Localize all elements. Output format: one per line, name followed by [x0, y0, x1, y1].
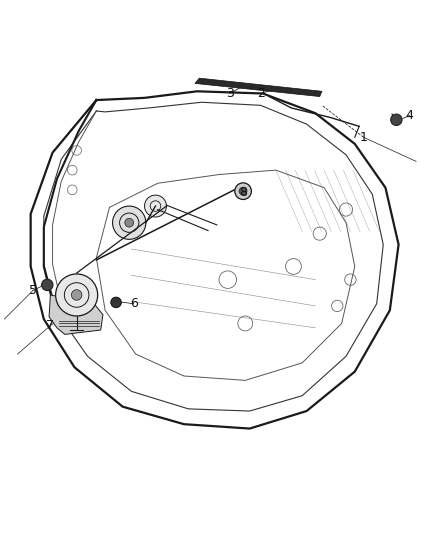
- Circle shape: [113, 206, 146, 239]
- Circle shape: [42, 279, 53, 290]
- Text: 2: 2: [257, 87, 265, 100]
- Circle shape: [125, 219, 134, 227]
- Circle shape: [145, 195, 166, 217]
- Text: 3: 3: [226, 87, 234, 100]
- Circle shape: [71, 290, 82, 300]
- Text: 1: 1: [360, 131, 367, 144]
- Circle shape: [391, 114, 402, 125]
- Text: 5: 5: [29, 284, 37, 297]
- Circle shape: [239, 187, 247, 195]
- Text: 8: 8: [239, 185, 247, 198]
- Polygon shape: [49, 295, 103, 334]
- Text: 7: 7: [46, 319, 54, 332]
- Circle shape: [56, 274, 98, 316]
- Polygon shape: [195, 78, 322, 96]
- Circle shape: [235, 183, 251, 199]
- Text: 4: 4: [406, 109, 413, 122]
- Text: 6: 6: [130, 297, 138, 310]
- Circle shape: [111, 297, 121, 308]
